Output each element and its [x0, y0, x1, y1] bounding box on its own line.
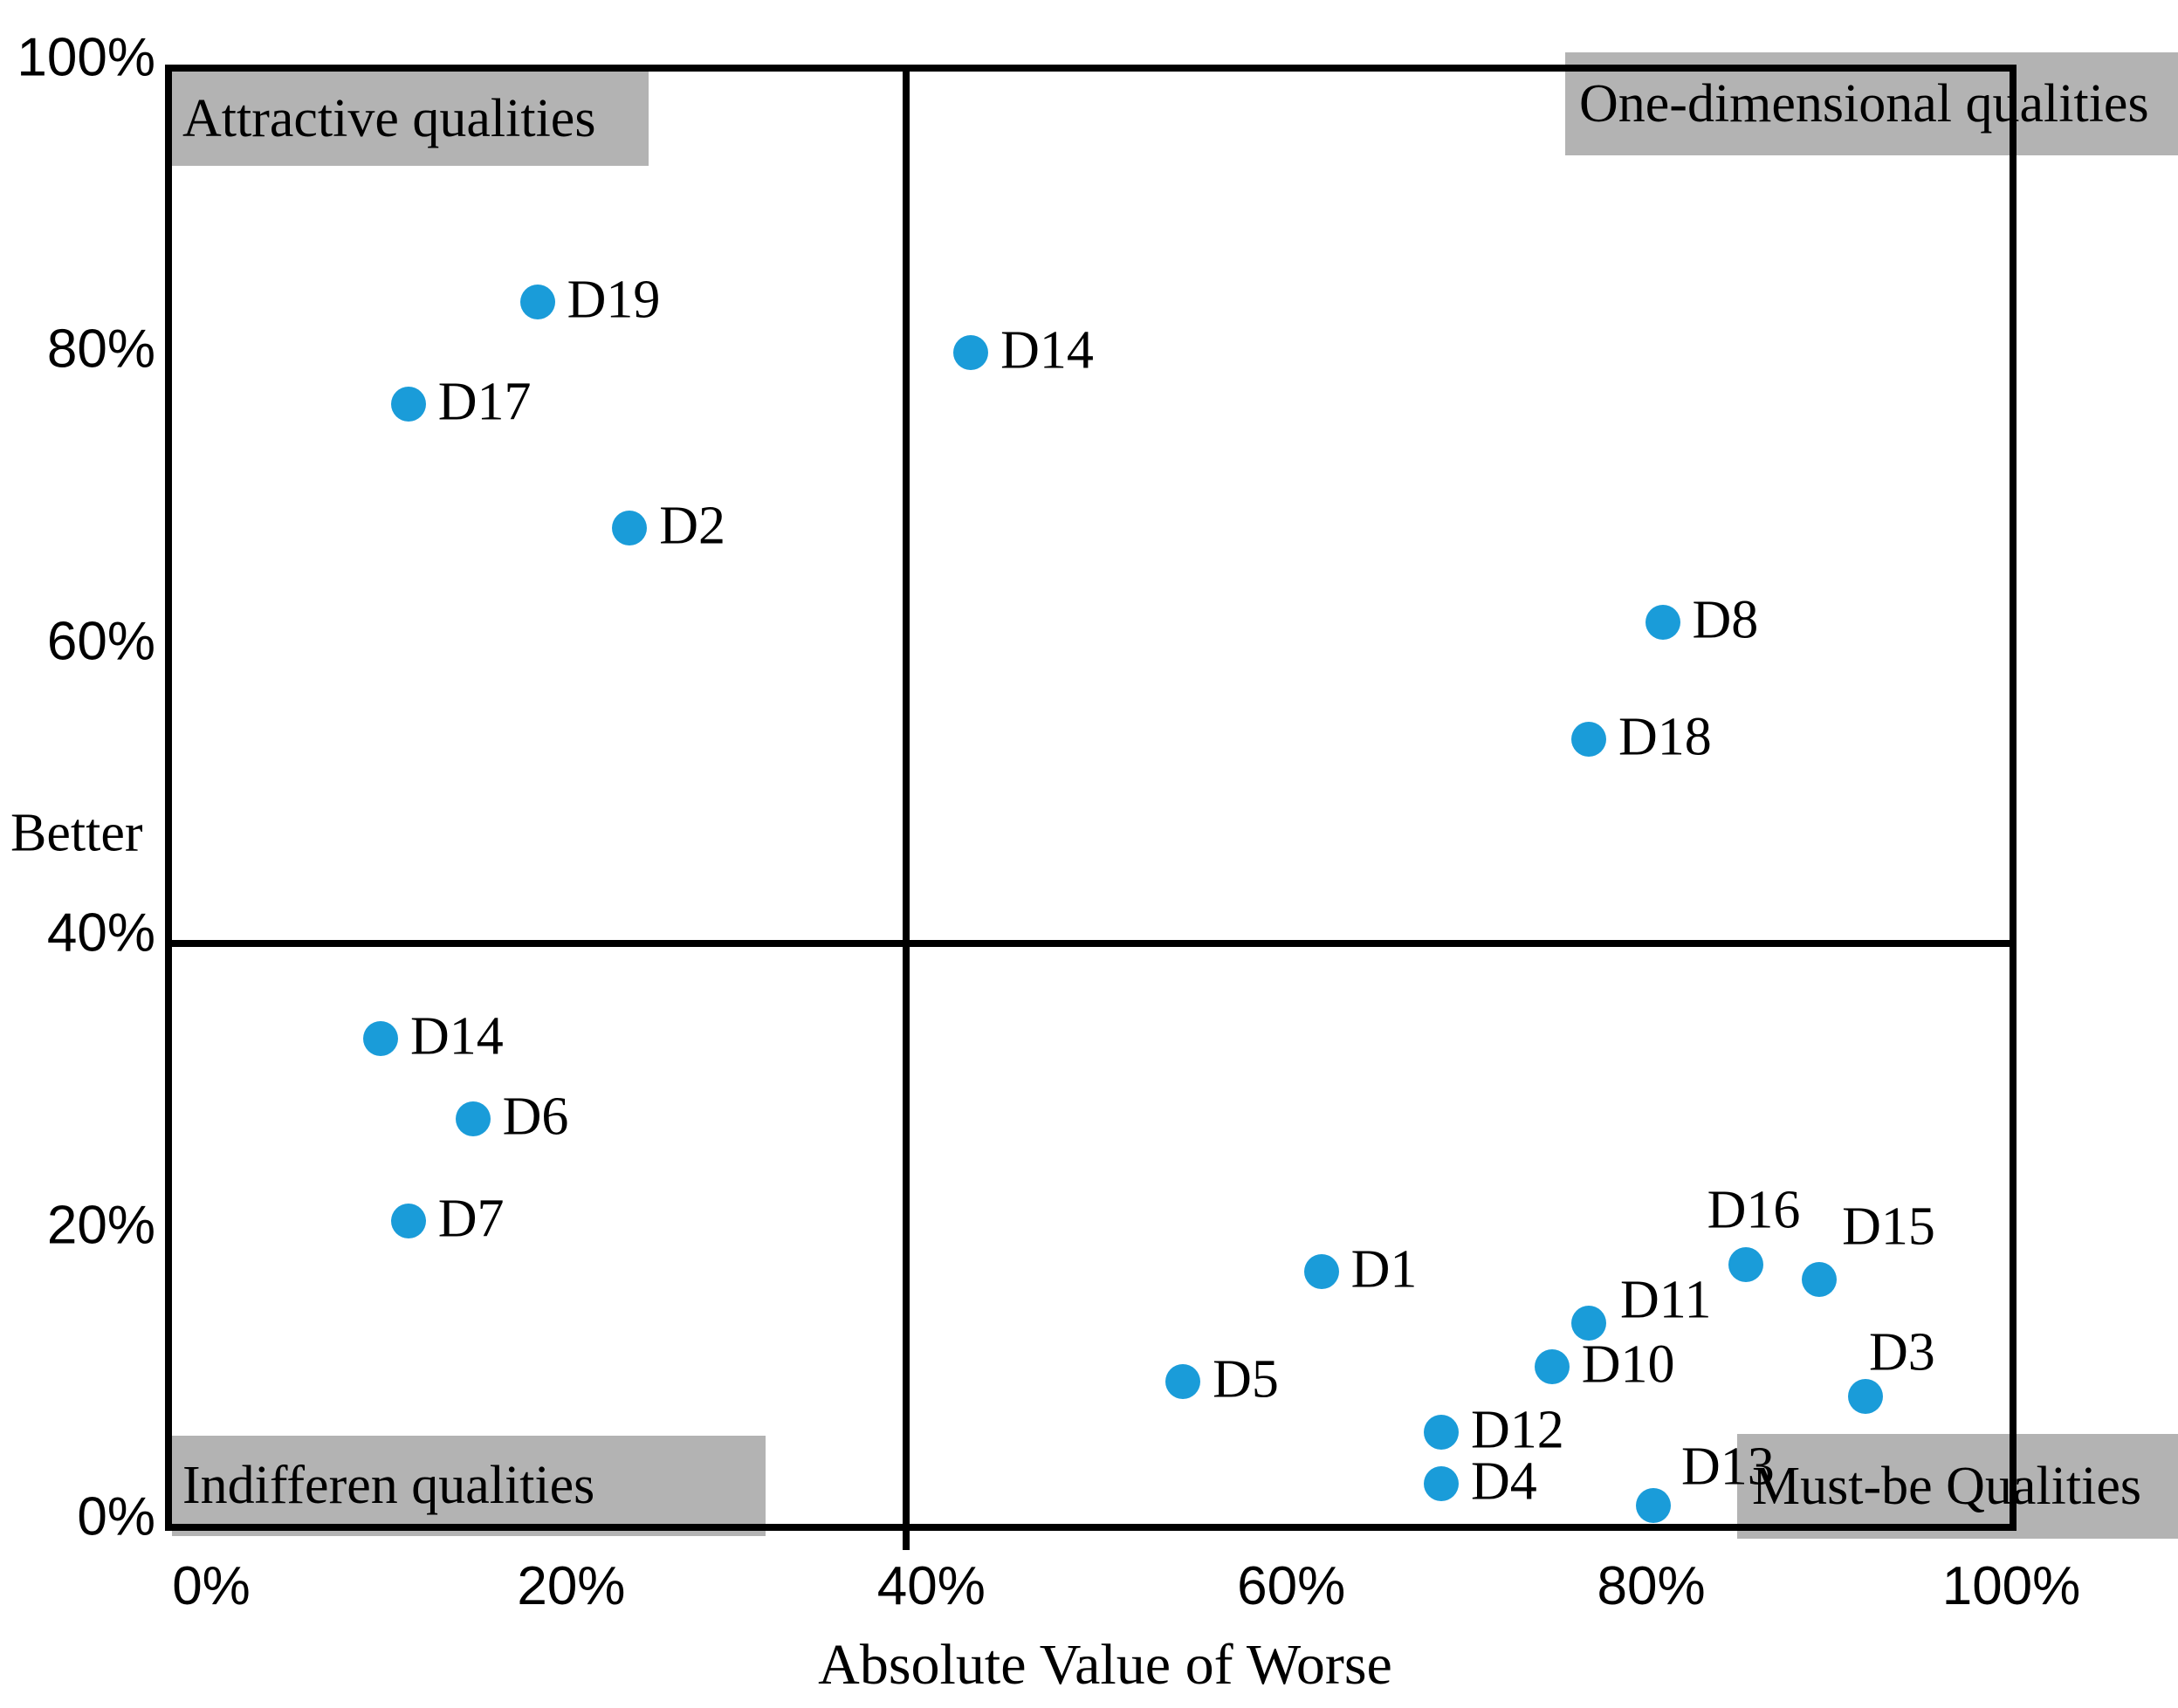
quadrant-label-bg-indifferent: [172, 1436, 766, 1536]
quadrant-label-attractive: Attractive qualities: [182, 88, 596, 148]
x-tick-label: 0%: [172, 1556, 251, 1616]
data-point-d3: [1847, 1378, 1883, 1414]
data-point-label-d14: D14: [409, 1006, 504, 1067]
data-point-d18: [1571, 722, 1606, 758]
data-point-label-d18: D18: [1618, 707, 1712, 767]
plot-border-left: [165, 65, 172, 1531]
data-point-label-d19: D19: [567, 270, 661, 330]
data-point-d16: [1728, 1247, 1763, 1283]
data-point-d14: [953, 335, 989, 371]
data-point-d5: [1165, 1363, 1201, 1399]
y-tick-label: 60%: [46, 611, 155, 672]
data-point-label-d1: D1: [1350, 1239, 1418, 1300]
data-point-label-d13: D13: [1680, 1437, 1775, 1497]
x-tick-label: 60%: [1237, 1556, 1346, 1616]
data-point-label-d5: D5: [1213, 1349, 1279, 1410]
data-point-label-d14: D14: [1000, 320, 1094, 381]
plot-border-top: [165, 65, 2017, 72]
plot-border-bottom: [165, 1524, 2017, 1531]
data-point-d7: [390, 1203, 426, 1238]
data-point-label-d11: D11: [1620, 1270, 1712, 1330]
data-point-d6: [455, 1101, 491, 1136]
y-tick-label: 80%: [46, 319, 155, 380]
quadrant-label-bg-must-be: [1737, 1434, 2178, 1539]
quadrant-label-bg-attractive: [172, 72, 649, 166]
quadrant-divider-horizontal: [168, 940, 2013, 948]
data-point-label-d12: D12: [1470, 1400, 1564, 1460]
data-point-d11: [1571, 1305, 1606, 1341]
x-axis-title: Absolute Value of Worse: [818, 1633, 1392, 1697]
y-tick-label: 0%: [77, 1486, 155, 1547]
x-tick-label: 40%: [876, 1556, 986, 1616]
x-tick-label: 20%: [517, 1556, 626, 1616]
data-point-label-d6: D6: [502, 1087, 569, 1147]
data-point-d15: [1802, 1261, 1838, 1297]
data-point-d13: [1635, 1487, 1671, 1523]
data-point-d14: [362, 1020, 398, 1056]
data-point-label-d8: D8: [1692, 590, 1759, 650]
x-tick-label: 80%: [1597, 1556, 1706, 1616]
data-point-d12: [1423, 1415, 1459, 1451]
data-point-d8: [1645, 605, 1680, 641]
data-point-label-d2: D2: [659, 496, 726, 556]
data-point-d10: [1534, 1349, 1570, 1385]
data-point-label-d3: D3: [1868, 1322, 1935, 1382]
data-point-d17: [390, 386, 426, 422]
quadrant-label-one-dimensional: One-dimensional qualities: [1579, 73, 2149, 134]
y-axis-title: Better: [10, 803, 143, 863]
data-point-d19: [519, 284, 555, 319]
data-point-label-d4: D4: [1470, 1451, 1537, 1512]
data-point-label-d17: D17: [437, 372, 532, 432]
data-point-d4: [1423, 1465, 1459, 1501]
quadrant-label-must-be: Must-be Qualities: [1752, 1456, 2141, 1516]
data-point-label-d10: D10: [1581, 1334, 1675, 1395]
quadrant-label-indifferent: Indifferen qualities: [182, 1456, 595, 1515]
data-point-label-d16: D16: [1707, 1180, 1801, 1240]
plot-border-right: [2010, 65, 2017, 1531]
data-point-d2: [612, 510, 648, 545]
y-tick-label: 40%: [46, 902, 155, 964]
data-point-label-d7: D7: [437, 1189, 505, 1249]
y-tick-label: 100%: [17, 27, 155, 88]
data-point-d1: [1303, 1254, 1339, 1290]
y-tick-label: 20%: [46, 1195, 155, 1256]
x-tick-label: 100%: [1941, 1556, 2081, 1616]
quadrant-divider-vertical: [903, 65, 910, 1550]
data-point-label-d15: D15: [1842, 1197, 1935, 1257]
